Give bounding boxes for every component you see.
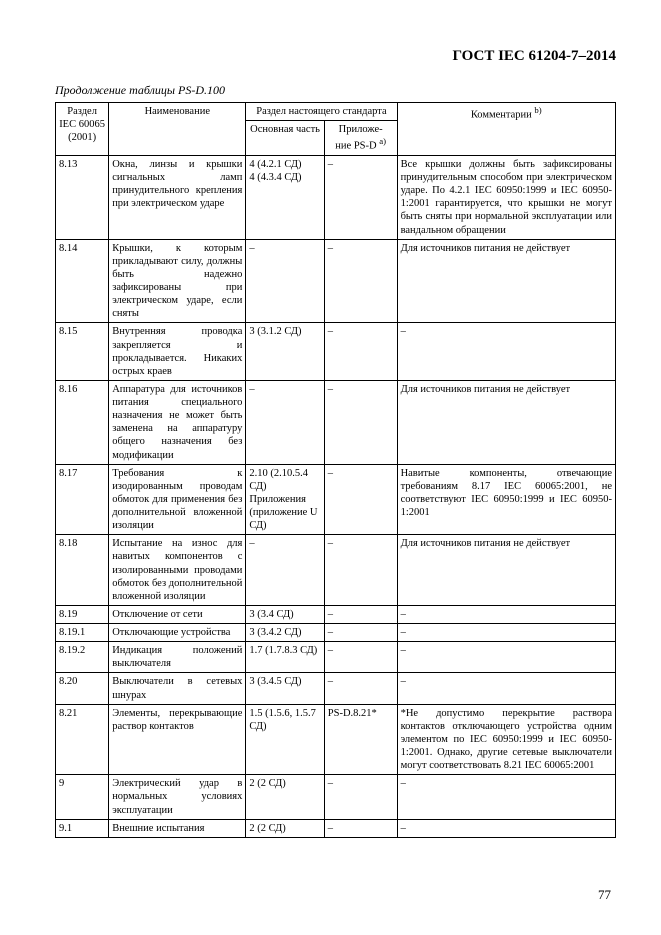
table-cell: 3 (3.4 СД): [246, 605, 324, 623]
table-cell: 9.1: [56, 819, 109, 837]
table-cell: –: [246, 380, 324, 464]
table-cell: –: [397, 624, 615, 642]
table-header: Раздел IEC 60065 (2001) Наименование Раз…: [56, 103, 616, 156]
table-cell: 8.13: [56, 155, 109, 239]
table-cell: Для источников питания не действует: [397, 380, 615, 464]
hdr-text: IEC 60065: [59, 119, 105, 130]
table-row: 8.21Элементы, перекрывающие раствор конт…: [56, 704, 616, 775]
table-cell: Электрический удар в нормальных условиях…: [109, 775, 246, 819]
hdr-text: Приложе-: [339, 124, 383, 135]
hdr-sup: b): [534, 105, 541, 115]
table-cell: Для источников питания не действует: [397, 239, 615, 323]
table-row: 8.19Отключение от сети3 (3.4 СД)––: [56, 605, 616, 623]
table-cell: 9: [56, 775, 109, 819]
col-main-part: Основная часть: [246, 121, 324, 156]
table-cell: –: [324, 464, 397, 535]
col-razdel: Раздел IEC 60065 (2001): [56, 103, 109, 156]
table-cell: PS-D.8.21*: [324, 704, 397, 775]
table-cell: –: [324, 775, 397, 819]
table-cell: 2 (2 СД): [246, 775, 324, 819]
table-cell: Отключение от сети: [109, 605, 246, 623]
table-cell: –: [397, 642, 615, 673]
table-row: 8.16Аппаратура для источников питания сп…: [56, 380, 616, 464]
table-cell: Индикация положений выключателя: [109, 642, 246, 673]
table-body: 8.13Окна, линзы и крышки сигнальных ламп…: [56, 155, 616, 837]
table-cell: –: [324, 642, 397, 673]
table-cell: –: [324, 673, 397, 704]
hdr-text: ние PS-D: [335, 141, 379, 152]
table-cell: –: [397, 605, 615, 623]
table-cell: 3 (3.1.2 СД): [246, 323, 324, 381]
table-cell: Выключатели в сетевых шнурах: [109, 673, 246, 704]
table-cell: –: [397, 673, 615, 704]
table-cell: –: [397, 775, 615, 819]
table-cell: 1.5 (1.5.6, 1.5.7 СД): [246, 704, 324, 775]
table-cell: Для источников питания не действует: [397, 535, 615, 606]
table-cell: –: [246, 239, 324, 323]
table-cell: –: [246, 535, 324, 606]
table-cell: 8.14: [56, 239, 109, 323]
table-cell: 8.18: [56, 535, 109, 606]
table-cell: –: [324, 155, 397, 239]
col-appendix: Приложе- ние PS-D а): [324, 121, 397, 156]
table-row: 8.20Выключатели в сетевых шнурах3 (3.4.5…: [56, 673, 616, 704]
table-row: 9Электрический удар в нормальных условия…: [56, 775, 616, 819]
table-cell: 8.19: [56, 605, 109, 623]
table-cell: Все крышки должны быть зафиксированы при…: [397, 155, 615, 239]
table-cell: Испытание на износ для навитых компонент…: [109, 535, 246, 606]
table-cell: –: [324, 605, 397, 623]
table-cell: –: [397, 819, 615, 837]
table-cell: –: [324, 239, 397, 323]
table-cell: –: [324, 323, 397, 381]
table-cell: 8.19.2: [56, 642, 109, 673]
table-row: 8.15Внутренняя проводка закрепляется и п…: [56, 323, 616, 381]
table-cell: 1.7 (1.7.8.3 СД): [246, 642, 324, 673]
table-row: 8.19.1Отключающие устройства3 (3.4.2 СД)…: [56, 624, 616, 642]
table-cell: Крышки, к которым прикладывают силу, дол…: [109, 239, 246, 323]
table-cell: Навитые компоненты, отвечающие требовани…: [397, 464, 615, 535]
hdr-text: (2001): [68, 132, 96, 143]
table-cell: 3 (3.4.2 СД): [246, 624, 324, 642]
table-cell: 8.16: [56, 380, 109, 464]
table-row: 9.1Внешние испытания2 (2 СД)––: [56, 819, 616, 837]
table-row: 8.17Требования к изодированным проводам …: [56, 464, 616, 535]
standards-table: Раздел IEC 60065 (2001) Наименование Раз…: [55, 102, 616, 838]
hdr-text: Раздел: [67, 106, 97, 117]
page-title: ГОСТ IEC 61204-7–2014: [55, 48, 616, 65]
table-cell: 8.17: [56, 464, 109, 535]
table-cell: Элементы, перекрывающие раствор контакто…: [109, 704, 246, 775]
table-cell: Окна, линзы и крышки сигнальных ламп при…: [109, 155, 246, 239]
table-cell: Требования к изодированным проводам обмо…: [109, 464, 246, 535]
table-cell: 8.21: [56, 704, 109, 775]
table-cell: 2.10 (2.10.5.4 СД)Приложения (приложение…: [246, 464, 324, 535]
table-cell: –: [324, 535, 397, 606]
table-cell: Внешние испытания: [109, 819, 246, 837]
table-cell: 4 (4.2.1 СД)4 (4.3.4 СД): [246, 155, 324, 239]
table-continuation-label: Продолжение таблицы PS-D.100: [55, 83, 616, 98]
hdr-sup: а): [379, 136, 386, 146]
col-section-group: Раздел настоящего стандарта: [246, 103, 397, 121]
table-cell: –: [397, 323, 615, 381]
table-row: 8.18Испытание на износ для навитых компо…: [56, 535, 616, 606]
col-comments: Комментарии b): [397, 103, 615, 156]
table-row: 8.13Окна, линзы и крышки сигнальных ламп…: [56, 155, 616, 239]
table-cell: 8.19.1: [56, 624, 109, 642]
table-cell: Внутренняя проводка закрепляется и прокл…: [109, 323, 246, 381]
table-row: 8.14Крышки, к которым прикладывают силу,…: [56, 239, 616, 323]
table-cell: 8.15: [56, 323, 109, 381]
hdr-text: Комментарии: [471, 110, 535, 121]
table-row: 8.19.2Индикация положений выключателя1.7…: [56, 642, 616, 673]
table-cell: 2 (2 СД): [246, 819, 324, 837]
table-cell: 8.20: [56, 673, 109, 704]
table-cell: –: [324, 819, 397, 837]
table-cell: –: [324, 624, 397, 642]
page-number: 77: [598, 887, 611, 903]
table-cell: 3 (3.4.5 СД): [246, 673, 324, 704]
table-cell: Аппаратура для источников питания специа…: [109, 380, 246, 464]
table-cell: Отключающие устройства: [109, 624, 246, 642]
table-cell: *Не допустимо перекрытие раствора контак…: [397, 704, 615, 775]
col-name: Наименование: [109, 103, 246, 156]
table-cell: –: [324, 380, 397, 464]
